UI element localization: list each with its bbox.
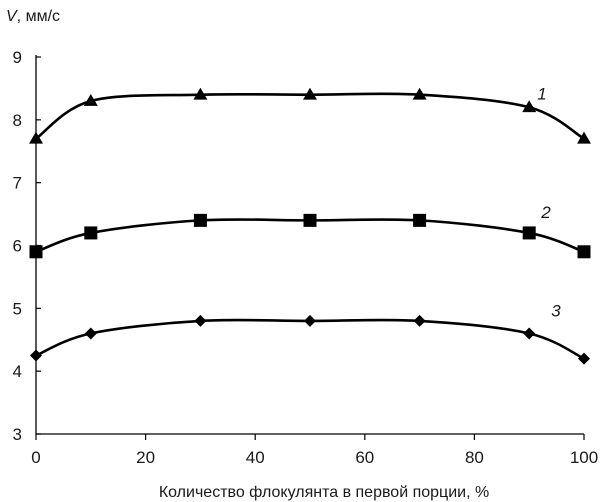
series-1-marker [412,87,427,100]
x-tick-label: 40 [246,448,265,467]
y-tick-label: 5 [13,299,22,318]
series-1-marker [193,87,208,100]
y-tick-label: 8 [13,111,22,130]
series-3-marker [578,352,590,365]
series-2-marker [29,245,43,259]
y-tick-label: 4 [13,362,22,381]
y-tick-label: 9 [13,48,22,67]
y-axis-title: V, мм/с [6,8,60,25]
series-group [29,87,591,365]
series-2-marker [413,213,427,227]
series-label-2: 2 [540,203,551,222]
y-tick-label: 7 [13,174,22,193]
series-2-marker [577,245,591,259]
series-1-marker [522,100,537,113]
series-3 [30,314,590,365]
series-1-line [35,92,585,140]
y-axis-unit: , мм/с [17,8,60,25]
x-axis-title: Количество флокулянта в первой порции, % [159,484,489,501]
series-1-marker [83,93,98,106]
series-3-marker [413,314,426,327]
y-tick-label: 6 [13,237,22,256]
series-3-marker [194,314,207,327]
series-3-marker [304,314,316,327]
x-tick-label: 0 [31,448,40,467]
series-1-marker [29,131,43,144]
series-3-marker [84,327,97,340]
series-label-3: 3 [551,301,561,320]
series-1-marker [577,131,591,144]
y-axis-variable: V [6,8,18,25]
x-tick-label: 20 [136,448,155,467]
series-2 [29,213,591,259]
series-2-marker [303,213,317,227]
series-3-marker [523,327,536,340]
labels-group: V, мм/с Количество флокулянта в первой по… [6,8,561,501]
series-2-marker [84,226,98,240]
y-tick-label: 3 [13,425,22,444]
x-tick-label: 80 [465,448,484,467]
series-label-1: 1 [537,84,546,103]
series-1 [29,87,591,144]
x-tick-label: 100 [570,448,598,467]
x-tick-label: 60 [355,448,374,467]
series-1-marker [303,87,317,100]
series-2-marker [193,213,207,227]
axes: 3 4 5 6 7 8 9 0 20 40 60 80 100 [13,48,599,467]
series-3-marker [30,349,42,362]
series-2-marker [522,226,536,240]
